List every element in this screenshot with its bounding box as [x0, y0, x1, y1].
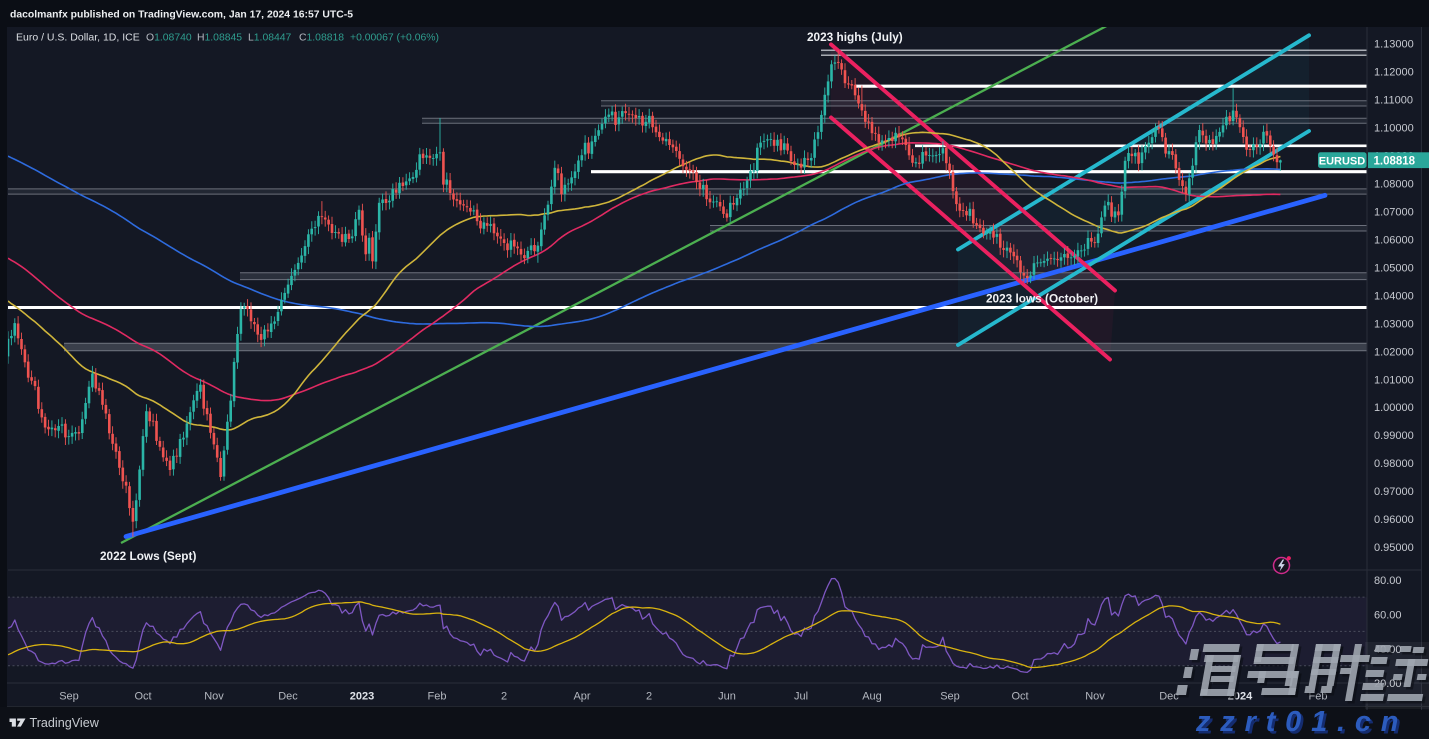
svg-text:Nov: Nov — [204, 691, 224, 703]
svg-text:EURUSD: EURUSD — [1319, 155, 1366, 167]
svg-text:Dec: Dec — [278, 691, 298, 703]
svg-text:0.99000: 0.99000 — [1374, 430, 1414, 442]
svg-text:Jun: Jun — [718, 691, 736, 703]
svg-text:Nov: Nov — [1085, 691, 1105, 703]
svg-text:1.02000: 1.02000 — [1374, 346, 1414, 358]
svg-text:dacolmanfx published on Tradin: dacolmanfx published on TradingView.com,… — [10, 10, 353, 21]
svg-text:1.06000: 1.06000 — [1374, 234, 1414, 246]
svg-text:Dec: Dec — [1159, 691, 1179, 703]
svg-text:Apr: Apr — [573, 691, 590, 703]
svg-text:Jul: Jul — [794, 691, 808, 703]
svg-text:1.12000: 1.12000 — [1374, 67, 1414, 79]
svg-text:Aug: Aug — [862, 691, 882, 703]
svg-text:0.97000: 0.97000 — [1374, 486, 1414, 498]
svg-text:1.00000: 1.00000 — [1374, 402, 1414, 414]
svg-text:Sep: Sep — [940, 691, 960, 703]
svg-text:2022 Lows (Sept): 2022 Lows (Sept) — [100, 549, 196, 563]
svg-text:1.11000: 1.11000 — [1374, 95, 1413, 107]
svg-text:2023: 2023 — [350, 691, 374, 703]
svg-text:1.08818: 1.08818 — [1374, 155, 1416, 167]
svg-text:80.00: 80.00 — [1374, 575, 1402, 587]
svg-text:60.00: 60.00 — [1374, 610, 1402, 622]
svg-text:TradingView: TradingView — [30, 716, 100, 730]
svg-text:2: 2 — [646, 691, 652, 703]
svg-text:Feb: Feb — [428, 691, 447, 703]
svg-text:1.05000: 1.05000 — [1374, 262, 1414, 274]
svg-text:Euro / U.S. Dollar, 1D, ICE: Euro / U.S. Dollar, 1D, ICE — [16, 32, 140, 44]
svg-text:Oct: Oct — [134, 691, 151, 703]
svg-text:0.96000: 0.96000 — [1374, 514, 1414, 526]
svg-text:1.07000: 1.07000 — [1374, 206, 1414, 218]
svg-text:zzrt01.cn: zzrt01.cn — [1198, 709, 1411, 739]
svg-text:0.98000: 0.98000 — [1374, 458, 1414, 470]
svg-text:2023 lows (October): 2023 lows (October) — [986, 292, 1098, 306]
svg-text:2023 highs (July): 2023 highs (July) — [807, 30, 903, 44]
svg-text:0.95000: 0.95000 — [1374, 542, 1414, 554]
svg-text:Sep: Sep — [59, 691, 79, 703]
svg-text:Oct: Oct — [1011, 691, 1028, 703]
svg-text:1.10000: 1.10000 — [1374, 122, 1414, 134]
svg-text:2: 2 — [501, 691, 507, 703]
svg-text:zzrt01.cn: zzrt01.cn — [1195, 706, 1408, 738]
svg-text:1.08000: 1.08000 — [1374, 178, 1414, 190]
svg-text:1.04000: 1.04000 — [1374, 290, 1414, 302]
svg-text:1.13000: 1.13000 — [1374, 39, 1414, 51]
svg-text:1.03000: 1.03000 — [1374, 318, 1414, 330]
svg-text:1.01000: 1.01000 — [1374, 374, 1414, 386]
